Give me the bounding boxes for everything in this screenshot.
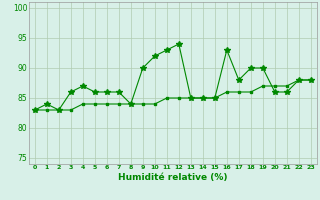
X-axis label: Humidité relative (%): Humidité relative (%) <box>118 173 228 182</box>
